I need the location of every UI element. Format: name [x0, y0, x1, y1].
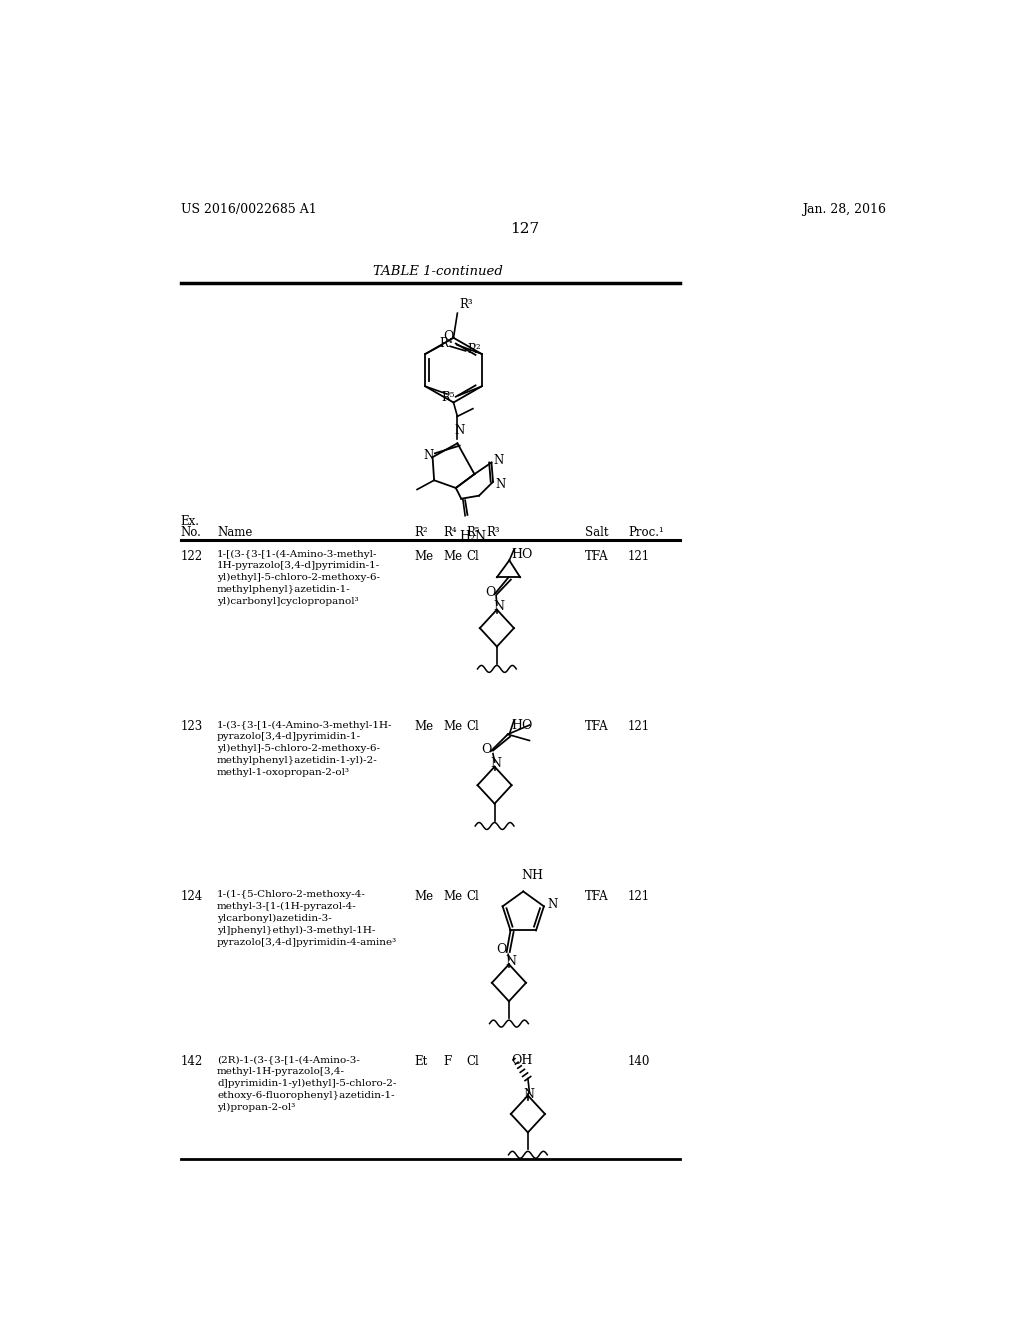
- Text: TFA: TFA: [586, 721, 609, 734]
- Text: HO: HO: [512, 548, 534, 561]
- Text: 122: 122: [180, 549, 203, 562]
- Text: R³: R³: [459, 298, 472, 312]
- Text: Et: Et: [415, 1056, 428, 1068]
- Text: 1-[(3-{3-[1-(4-Amino-3-methyl-
1H-pyrazolo[3,4-d]pyrimidin-1-
yl)ethyl]-5-chloro: 1-[(3-{3-[1-(4-Amino-3-methyl- 1H-pyrazo…: [217, 549, 380, 606]
- Text: 1-(3-{3-[1-(4-Amino-3-methyl-1H-
pyrazolo[3,4-d]pyrimidin-1-
yl)ethyl]-5-chloro-: 1-(3-{3-[1-(4-Amino-3-methyl-1H- pyrazol…: [217, 721, 392, 777]
- Text: (2R)-1-(3-{3-[1-(4-Amino-3-
methyl-1H-pyrazolo[3,4-
d]pyrimidin-1-yl)ethyl]-5-ch: (2R)-1-(3-{3-[1-(4-Amino-3- methyl-1H-py…: [217, 1056, 396, 1111]
- Text: Me: Me: [415, 890, 434, 903]
- Text: Cl: Cl: [467, 549, 479, 562]
- Text: 127: 127: [510, 222, 540, 235]
- Text: R²: R²: [467, 343, 481, 356]
- Text: 121: 121: [628, 549, 650, 562]
- Text: 124: 124: [180, 890, 203, 903]
- Text: Proc.¹: Proc.¹: [628, 525, 664, 539]
- Text: 121: 121: [628, 890, 650, 903]
- Text: N: N: [455, 424, 465, 437]
- Text: US 2016/0022685 A1: US 2016/0022685 A1: [180, 203, 316, 216]
- Text: Me: Me: [443, 721, 463, 734]
- Text: N: N: [523, 1088, 535, 1101]
- Text: Me: Me: [415, 549, 434, 562]
- Text: 142: 142: [180, 1056, 203, 1068]
- Text: N: N: [496, 478, 506, 491]
- Text: Me: Me: [415, 721, 434, 734]
- Text: F: F: [443, 1056, 452, 1068]
- Text: Jan. 28, 2016: Jan. 28, 2016: [802, 203, 886, 216]
- Text: Me: Me: [443, 890, 463, 903]
- Text: 140: 140: [628, 1056, 650, 1068]
- Text: Name: Name: [217, 525, 253, 539]
- Text: H₂N: H₂N: [459, 529, 486, 543]
- Text: N: N: [423, 449, 433, 462]
- Text: N: N: [493, 601, 504, 612]
- Text: 123: 123: [180, 721, 203, 734]
- Text: Cl: Cl: [467, 890, 479, 903]
- Text: O: O: [443, 330, 454, 343]
- Text: NH: NH: [521, 869, 544, 882]
- Text: R²: R²: [415, 525, 428, 539]
- Text: Cl: Cl: [467, 721, 479, 734]
- Text: Ex.: Ex.: [180, 515, 200, 528]
- Text: 121: 121: [628, 721, 650, 734]
- Text: TFA: TFA: [586, 549, 609, 562]
- Text: R⁵: R⁵: [467, 525, 480, 539]
- Text: HO: HO: [512, 719, 534, 733]
- Text: N: N: [505, 954, 516, 968]
- Text: O: O: [485, 586, 496, 599]
- Text: N: N: [547, 899, 557, 911]
- Text: Cl: Cl: [467, 1056, 479, 1068]
- Text: R³: R³: [486, 525, 500, 539]
- Text: TABLE 1-continued: TABLE 1-continued: [373, 264, 503, 277]
- Text: 1-(1-{5-Chloro-2-methoxy-4-
methyl-3-[1-(1H-pyrazol-4-
ylcarbonyl)azetidin-3-
yl: 1-(1-{5-Chloro-2-methoxy-4- methyl-3-[1-…: [217, 890, 397, 946]
- Text: N: N: [490, 758, 502, 770]
- Text: R⁵: R⁵: [441, 391, 455, 404]
- Text: N: N: [494, 454, 504, 467]
- Text: R⁴: R⁴: [440, 337, 454, 350]
- Text: R⁴: R⁴: [443, 525, 457, 539]
- Text: O: O: [496, 944, 506, 956]
- Text: O: O: [481, 743, 492, 756]
- Text: TFA: TFA: [586, 890, 609, 903]
- Text: Me: Me: [443, 549, 463, 562]
- Text: No.: No.: [180, 525, 202, 539]
- Text: OH: OH: [512, 1053, 534, 1067]
- Text: Salt: Salt: [586, 525, 608, 539]
